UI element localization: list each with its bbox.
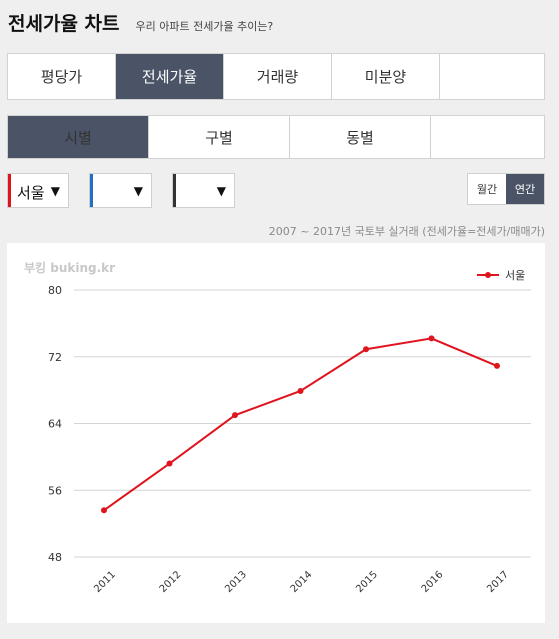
region-select-1-value: 서울 (17, 184, 45, 202)
data-point (166, 460, 173, 467)
y-tick-label: 48 (48, 551, 62, 564)
data-point (232, 412, 238, 419)
data-point (363, 346, 369, 353)
tab-unsold[interactable]: 미분양 (332, 54, 440, 99)
data-point (494, 362, 500, 369)
data-point (428, 335, 435, 342)
series-line-서울 (103, 337, 498, 512)
x-tick-label: 2013 (223, 569, 249, 595)
page-subtitle: 우리 아파트 전세가율 추이는? (135, 20, 274, 33)
data-point (101, 507, 107, 514)
x-tick-label: 2017 (485, 569, 511, 595)
dropdown-arrow-icon: ▼ (216, 183, 226, 198)
dropdown-arrow-icon: ▼ (50, 183, 60, 198)
data-point (297, 387, 304, 394)
primary-tabs: 평당가 전세가율 거래량 미분양 (7, 53, 545, 100)
secondary-tabs: 시별 구별 동별 (7, 115, 545, 159)
select-color-bar (90, 174, 93, 207)
legend-label: 서울 (505, 269, 525, 282)
tab-by-dong[interactable]: 동별 (290, 116, 431, 158)
y-tick-label: 56 (48, 484, 62, 497)
tab-jeonse-ratio[interactable]: 전세가율 (116, 54, 224, 99)
dropdown-arrow-icon: ▼ (133, 183, 143, 198)
tab-empty-2 (431, 116, 544, 158)
region-select-1[interactable]: 서울 ▼ (7, 173, 69, 208)
period-toggle: 월간 연간 (467, 173, 545, 205)
y-tick-label: 80 (48, 284, 62, 297)
x-tick-label: 2011 (92, 569, 118, 595)
y-tick-label: 64 (48, 418, 62, 431)
y-tick-label: 72 (48, 351, 62, 364)
tab-empty (440, 54, 544, 99)
select-color-bar (8, 174, 11, 207)
source-note: 2007 ~ 2017년 국토부 실거래 (전세가율=전세가/매매가) (268, 225, 545, 238)
page-title: 전세가율 차트 (8, 13, 120, 35)
tab-trade-volume[interactable]: 거래량 (224, 54, 332, 99)
x-tick-label: 2014 (289, 569, 315, 595)
yearly-button[interactable]: 연간 (506, 174, 544, 204)
monthly-button[interactable]: 월간 (476, 183, 498, 196)
region-select-3[interactable]: ▼ (172, 173, 235, 208)
tab-price-per-pyeong[interactable]: 평당가 (8, 54, 116, 99)
x-tick-label: 2012 (158, 569, 184, 595)
tab-by-city[interactable]: 시별 (8, 116, 149, 158)
x-tick-label: 2015 (354, 569, 380, 595)
line-chart: 48 56 64 72 80 2011 2012 2013 2014 2015 2016 2017 서울 (48, 269, 531, 595)
tab-by-district[interactable]: 구별 (149, 116, 290, 158)
header: 전세가율 차트 우리 아파트 전세가율 추이는? (8, 9, 273, 36)
region-select-2[interactable]: ▼ (89, 173, 152, 208)
x-tick-label: 2016 (420, 569, 446, 595)
chart-container: 부킹 buking.kr 48 56 64 72 80 2011 2012 2013 2014 2… (7, 243, 545, 623)
legend-marker (485, 272, 491, 278)
select-color-bar (173, 174, 176, 207)
watermark: 부킹 buking.kr (24, 261, 116, 275)
